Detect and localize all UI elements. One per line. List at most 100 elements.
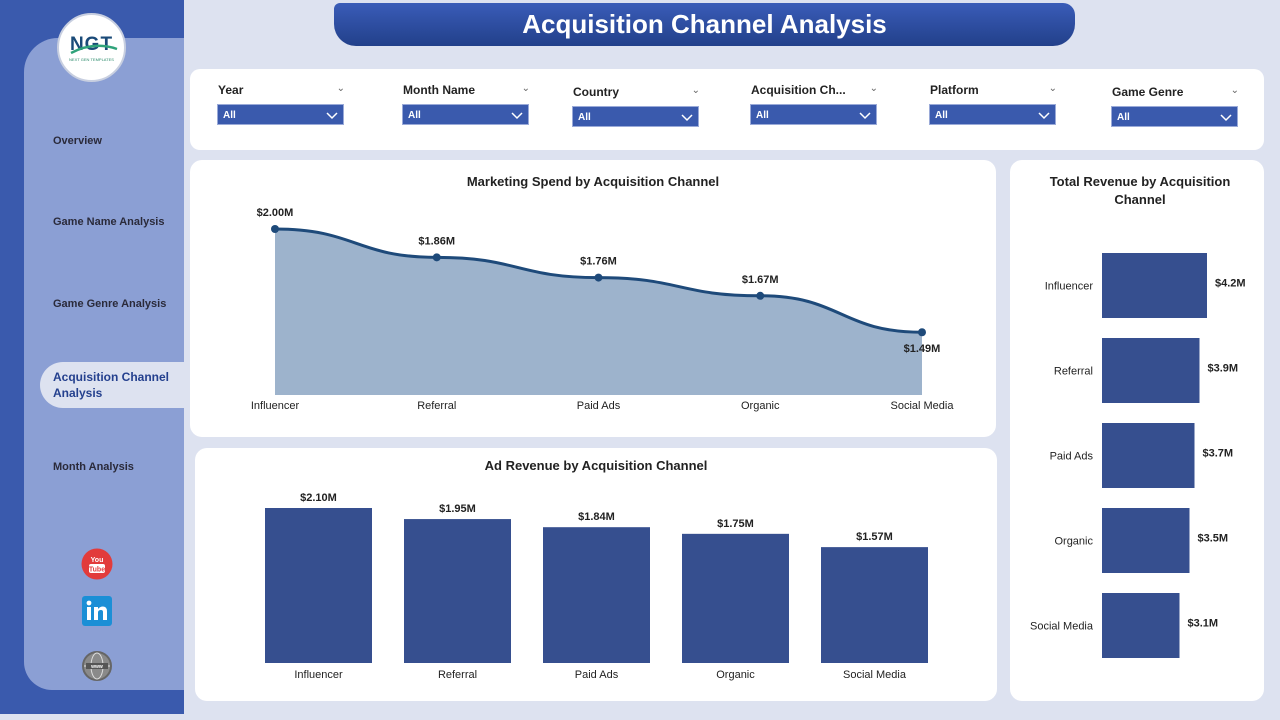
y-tick-label: Referral (1054, 366, 1093, 378)
sidebar-item-acquisition-channel-analysis[interactable]: Acquisition Channel Analysis (53, 370, 170, 400)
x-tick-label: Social Media (891, 400, 955, 412)
filter-dropdown[interactable]: All (572, 106, 699, 127)
logo-subtitle: NEXT GEN TEMPLATES (69, 56, 114, 62)
y-tick-label: Organic (1054, 536, 1093, 548)
data-label: $1.49M (904, 343, 941, 355)
y-tick-label: Paid Ads (1050, 451, 1094, 463)
filter-dropdown[interactable]: All (402, 104, 529, 125)
bar[interactable] (1102, 508, 1190, 573)
filter-value: All (223, 110, 236, 121)
svg-text:Tube: Tube (89, 567, 105, 574)
data-label: $1.84M (578, 511, 615, 523)
filter-dropdown[interactable]: All (750, 104, 877, 125)
filter-bar: Year ⌄ All Month Name ⌄ All Country ⌄ Al… (190, 69, 1264, 150)
x-tick-label: Influencer (294, 669, 343, 681)
x-tick-label: Paid Ads (577, 400, 621, 412)
chevron-down-icon[interactable]: ⌄ (1048, 83, 1057, 94)
logo: NGT NEXT GEN TEMPLATES (57, 13, 126, 82)
total-revenue-chart: Influencer $4.2M Referral $3.9M Paid Ads $3.7… (1030, 253, 1246, 658)
marketing-spend-card: Marketing Spend by Acquisition Channel $… (190, 160, 996, 437)
sidebar-item-game-name-analysis[interactable]: Game Name Analysis (53, 216, 165, 228)
sidebar-active-highlight (40, 362, 186, 408)
bar[interactable] (682, 533, 789, 663)
ad-revenue-card: Ad Revenue by Acquisition Channel $2.10M… (195, 448, 997, 701)
total-revenue-chart-title: Total Revenue by Acquisition Channel (1049, 174, 1231, 207)
data-label: $3.9M (1208, 363, 1239, 375)
data-label: $2.00M (257, 207, 294, 219)
filter-value: All (756, 110, 769, 121)
chevron-down-icon[interactable] (1038, 106, 1050, 124)
data-label: $1.95M (439, 503, 476, 515)
data-label: $1.86M (418, 235, 455, 247)
y-tick-label: Social Media (1030, 621, 1094, 633)
data-label: $1.67M (742, 274, 779, 286)
chevron-down-icon[interactable]: ⌄ (1230, 85, 1239, 96)
filter-value: All (1117, 112, 1130, 123)
data-label: $3.5M (1198, 533, 1229, 545)
chevron-down-icon[interactable]: ⌄ (521, 83, 530, 94)
area-fill (275, 229, 922, 395)
marketing-spend-chart: $2.00M Influencer $1.86M Referral $1.76M Paid… (251, 207, 955, 412)
ad-revenue-chart-title: Ad Revenue by Acquisition Channel (484, 458, 708, 473)
bar[interactable] (543, 527, 650, 663)
filter-value: All (578, 112, 591, 123)
chevron-down-icon[interactable] (681, 108, 693, 126)
filter-value: All (935, 110, 948, 121)
chevron-down-icon[interactable] (326, 106, 338, 124)
chevron-down-icon[interactable] (859, 106, 871, 124)
sidebar-item-overview[interactable]: Overview (53, 135, 102, 147)
sidebar-item-game-genre-analysis[interactable]: Game Genre Analysis (53, 298, 167, 310)
filter-label: Month Name (403, 83, 475, 97)
filter-label: Acquisition Ch... (751, 83, 846, 97)
data-point[interactable] (594, 273, 603, 282)
bar[interactable] (1102, 253, 1207, 318)
data-label: $2.10M (300, 492, 337, 504)
youtube-icon[interactable]: You Tube (81, 548, 113, 580)
sidebar-item-month-analysis[interactable]: Month Analysis (53, 461, 134, 473)
logo-swoosh-icon (70, 44, 118, 55)
data-label: $3.7M (1203, 448, 1234, 460)
page-title: Acquisition Channel Analysis (522, 9, 887, 39)
x-tick-label: Social Media (843, 669, 907, 681)
data-label: $1.57M (856, 531, 893, 543)
data-label: $4.2M (1215, 278, 1246, 290)
filter-dropdown[interactable]: All (929, 104, 1056, 125)
website-icon[interactable]: www (81, 650, 113, 682)
data-point[interactable] (271, 225, 279, 233)
filter-label: Game Genre (1112, 85, 1184, 99)
filter-label: Platform (930, 83, 979, 97)
data-label: $1.76M (580, 256, 617, 268)
ad-revenue-chart: $2.10M Influencer $1.95M Referral $1.84M Paid… (265, 492, 928, 681)
data-point[interactable] (918, 328, 926, 337)
data-point[interactable] (432, 253, 441, 262)
chevron-down-icon[interactable] (511, 106, 523, 124)
title-banner: Acquisition Channel Analysis (334, 3, 1075, 46)
filter-label: Year (218, 83, 244, 97)
chevron-down-icon[interactable]: ⌄ (336, 83, 345, 94)
filter-label: Country (573, 85, 619, 99)
bar[interactable] (265, 508, 372, 663)
total-revenue-card: Total Revenue by Acquisition Channel Inf… (1010, 160, 1264, 701)
filter-value: All (408, 110, 421, 121)
bar[interactable] (404, 519, 511, 663)
data-point[interactable] (756, 291, 765, 300)
chevron-down-icon[interactable] (1220, 108, 1232, 126)
chevron-down-icon[interactable]: ⌄ (691, 85, 700, 96)
bar[interactable] (1102, 423, 1195, 488)
filter-dropdown[interactable]: All (1111, 106, 1238, 127)
x-tick-label: Paid Ads (575, 669, 619, 681)
bar[interactable] (1102, 338, 1200, 403)
marketing-spend-chart-title: Marketing Spend by Acquisition Channel (466, 174, 720, 189)
svg-text:You: You (91, 557, 104, 564)
x-tick-label: Organic (741, 400, 780, 412)
linkedin-icon[interactable] (81, 595, 113, 627)
bar[interactable] (1102, 593, 1180, 658)
filter-dropdown[interactable]: All (217, 104, 344, 125)
data-label: $1.75M (717, 518, 754, 530)
bar[interactable] (821, 547, 928, 663)
chevron-down-icon[interactable]: ⌄ (869, 83, 878, 94)
x-tick-label: Referral (417, 400, 456, 412)
x-tick-label: Organic (716, 669, 755, 681)
x-tick-label: Referral (438, 669, 477, 681)
y-tick-label: Influencer (1045, 281, 1094, 293)
